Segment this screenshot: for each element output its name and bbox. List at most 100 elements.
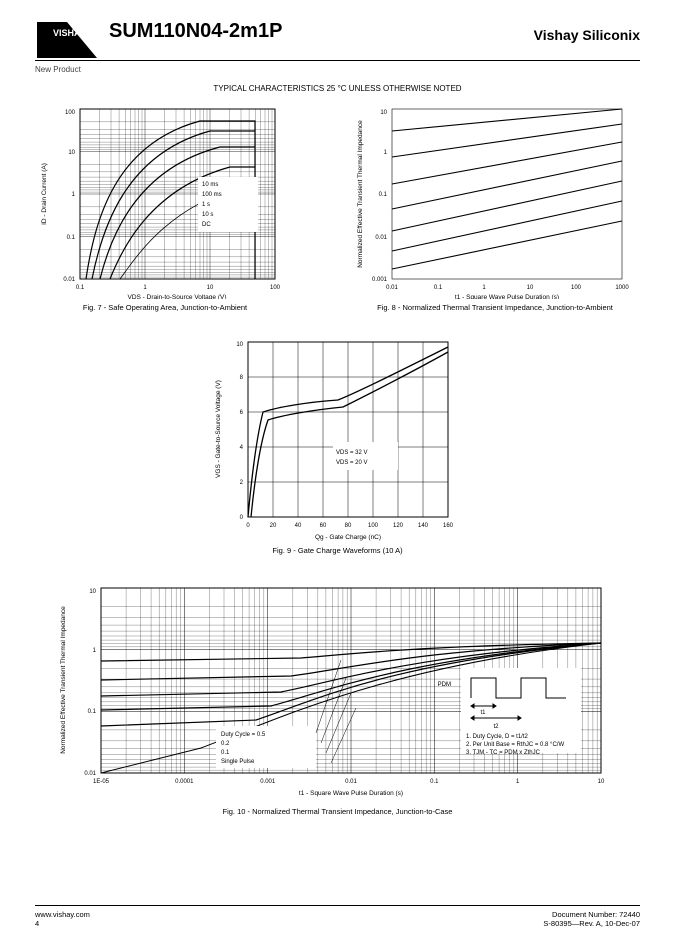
svg-text:100: 100 [571,285,582,291]
svg-text:0.1: 0.1 [76,285,85,291]
svg-text:6: 6 [239,410,243,416]
svg-text:VDS = 32 V: VDS = 32 V [336,450,368,456]
svg-text:10 ms: 10 ms [202,182,218,188]
svg-text:120: 120 [392,523,403,529]
svg-text:0.1: 0.1 [221,750,230,756]
fig10-title: Fig. 10 - Normalized Thermal Transient I… [223,807,453,816]
footer-right: Document Number: 72440 S-80395—Rev. A, 1… [543,910,640,928]
svg-text:VDS = 20 V: VDS = 20 V [336,460,368,466]
svg-text:4: 4 [239,445,243,451]
svg-text:10: 10 [236,342,243,348]
svg-text:1: 1 [143,285,147,291]
fig8-title: Fig. 8 - Normalized Thermal Transient Im… [377,303,613,312]
page-container: VISHAY SUM110N04-2m1P Vishay Siliconix N… [0,0,675,950]
svg-text:t1: t1 [480,710,486,716]
fig7-chart: 10 ms 100 ms 1 s 10 s DC 0.01 0.1 1 10 1… [35,99,295,299]
svg-text:20: 20 [269,523,276,529]
svg-text:1: 1 [482,285,486,291]
footer-rev: S-80395—Rev. A, 10-Dec-07 [543,919,640,928]
svg-text:0: 0 [239,515,243,521]
part-number: SUM110N04-2m1P [109,20,282,43]
charts-row-3: Duty Cycle = 0.5 0.2 0.1 Single Pulse [35,578,640,816]
svg-text:100: 100 [270,285,281,291]
header: VISHAY SUM110N04-2m1P Vishay Siliconix [35,20,640,61]
svg-text:Normalized Effective Transient: Normalized Effective Transient Thermal I… [60,606,67,754]
svg-text:100 ms: 100 ms [202,192,222,198]
svg-text:t1 - Square Wave Pulse Duratio: t1 - Square Wave Pulse Duration (s) [455,294,559,299]
fig7-block: 10 ms 100 ms 1 s 10 s DC 0.01 0.1 1 10 1… [35,99,295,312]
svg-text:10: 10 [207,285,214,291]
svg-text:100: 100 [65,110,76,116]
svg-text:10 s: 10 s [202,212,213,218]
subtitle-row: New Product [35,65,640,74]
svg-text:0.001: 0.001 [372,277,388,283]
svg-text:0.01: 0.01 [375,235,387,241]
svg-text:DC: DC [202,222,211,228]
fig10-block: Duty Cycle = 0.5 0.2 0.1 Single Pulse [53,578,623,816]
footer-left: www.vishay.com 4 [35,910,90,928]
subtitle-left: New Product [35,65,81,74]
svg-text:0.1: 0.1 [430,779,439,785]
fig9-block: VDS = 32 V VDS = 20 V 0 2 4 6 8 10 0 20 … [208,332,468,555]
svg-text:80: 80 [344,523,351,529]
svg-text:0.1: 0.1 [434,285,443,291]
svg-text:VGS - Gate-to-Source Voltage (: VGS - Gate-to-Source Voltage (V) [215,380,222,478]
svg-text:Qg - Gate Charge (nC): Qg - Gate Charge (nC) [314,534,380,541]
svg-text:2: 2 [239,480,243,486]
svg-text:Duty Cycle = 0.5: Duty Cycle = 0.5 [221,732,266,738]
brand: Vishay Siliconix [534,27,640,43]
svg-text:0.001: 0.001 [260,779,276,785]
svg-text:0.01: 0.01 [63,277,75,283]
svg-text:10: 10 [597,779,604,785]
fig8-block: 0.01 0.1 1 10 100 1000 0.001 0.01 0.1 1 … [350,99,640,312]
svg-text:0.1: 0.1 [379,192,388,198]
svg-text:1000: 1000 [615,285,629,291]
vishay-logo: VISHAY [35,20,99,60]
svg-text:10: 10 [89,589,96,595]
fig8-chart: 0.01 0.1 1 10 100 1000 0.001 0.01 0.1 1 … [350,99,640,299]
fig9-chart: VDS = 32 V VDS = 20 V 0 2 4 6 8 10 0 20 … [208,332,468,542]
header-text: SUM110N04-2m1P Vishay Siliconix [109,20,640,45]
svg-text:10: 10 [68,150,75,156]
fig9-title: Fig. 9 - Gate Charge Waveforms (10 A) [272,546,402,555]
svg-text:1E-05: 1E-05 [92,779,109,785]
svg-text:0.0001: 0.0001 [175,779,194,785]
svg-text:2. Per Unit Base = RthJC = 0.8: 2. Per Unit Base = RthJC = 0.8 °C/W [466,742,564,748]
charts-row-2: VDS = 32 V VDS = 20 V 0 2 4 6 8 10 0 20 … [35,332,640,555]
svg-text:1: 1 [92,648,96,654]
fig7-title: Fig. 7 - Safe Operating Area, Junction-t… [83,303,247,312]
svg-text:40: 40 [294,523,301,529]
svg-text:160: 160 [442,523,453,529]
svg-text:10: 10 [527,285,534,291]
svg-text:0.2: 0.2 [221,741,230,747]
footer-url: www.vishay.com [35,910,90,919]
svg-text:140: 140 [417,523,428,529]
svg-text:1: 1 [384,150,388,156]
svg-text:0: 0 [246,523,250,529]
svg-text:0.01: 0.01 [386,285,398,291]
svg-text:3. TJM - TC = PDM x ZthJC: 3. TJM - TC = PDM x ZthJC [466,750,541,756]
svg-text:0.01: 0.01 [345,779,357,785]
svg-text:60: 60 [319,523,326,529]
svg-text:Normalized Effective Transient: Normalized Effective Transient Thermal I… [357,120,364,268]
charts-row-1: 10 ms 100 ms 1 s 10 s DC 0.01 0.1 1 10 1… [35,99,640,312]
svg-text:Single Pulse: Single Pulse [221,759,255,765]
svg-text:1 s: 1 s [202,202,210,208]
svg-text:ID - Drain Current (A): ID - Drain Current (A) [41,163,48,225]
logo-text: VISHAY [53,28,86,38]
svg-text:PDM: PDM [437,682,450,688]
svg-text:1: 1 [516,779,520,785]
svg-text:8: 8 [239,375,243,381]
svg-text:0.1: 0.1 [67,235,76,241]
svg-text:VDS - Drain-to-Source Voltage: VDS - Drain-to-Source Voltage (V) [128,294,227,299]
svg-text:10: 10 [380,110,387,116]
fig10-chart: Duty Cycle = 0.5 0.2 0.1 Single Pulse [53,578,623,803]
svg-text:100: 100 [367,523,378,529]
svg-text:1. Duty Cycle, D = t1/t2: 1. Duty Cycle, D = t1/t2 [466,734,529,740]
typical-characteristics-heading: TYPICAL CHARACTERISTICS 25 °C UNLESS OTH… [35,84,640,93]
svg-text:t1 - Square Wave Pulse Duratio: t1 - Square Wave Pulse Duration (s) [298,790,402,797]
footer-docnum: Document Number: 72440 [552,910,640,919]
svg-text:0.01: 0.01 [84,771,96,777]
svg-text:0.1: 0.1 [87,709,96,715]
svg-text:1: 1 [72,192,76,198]
